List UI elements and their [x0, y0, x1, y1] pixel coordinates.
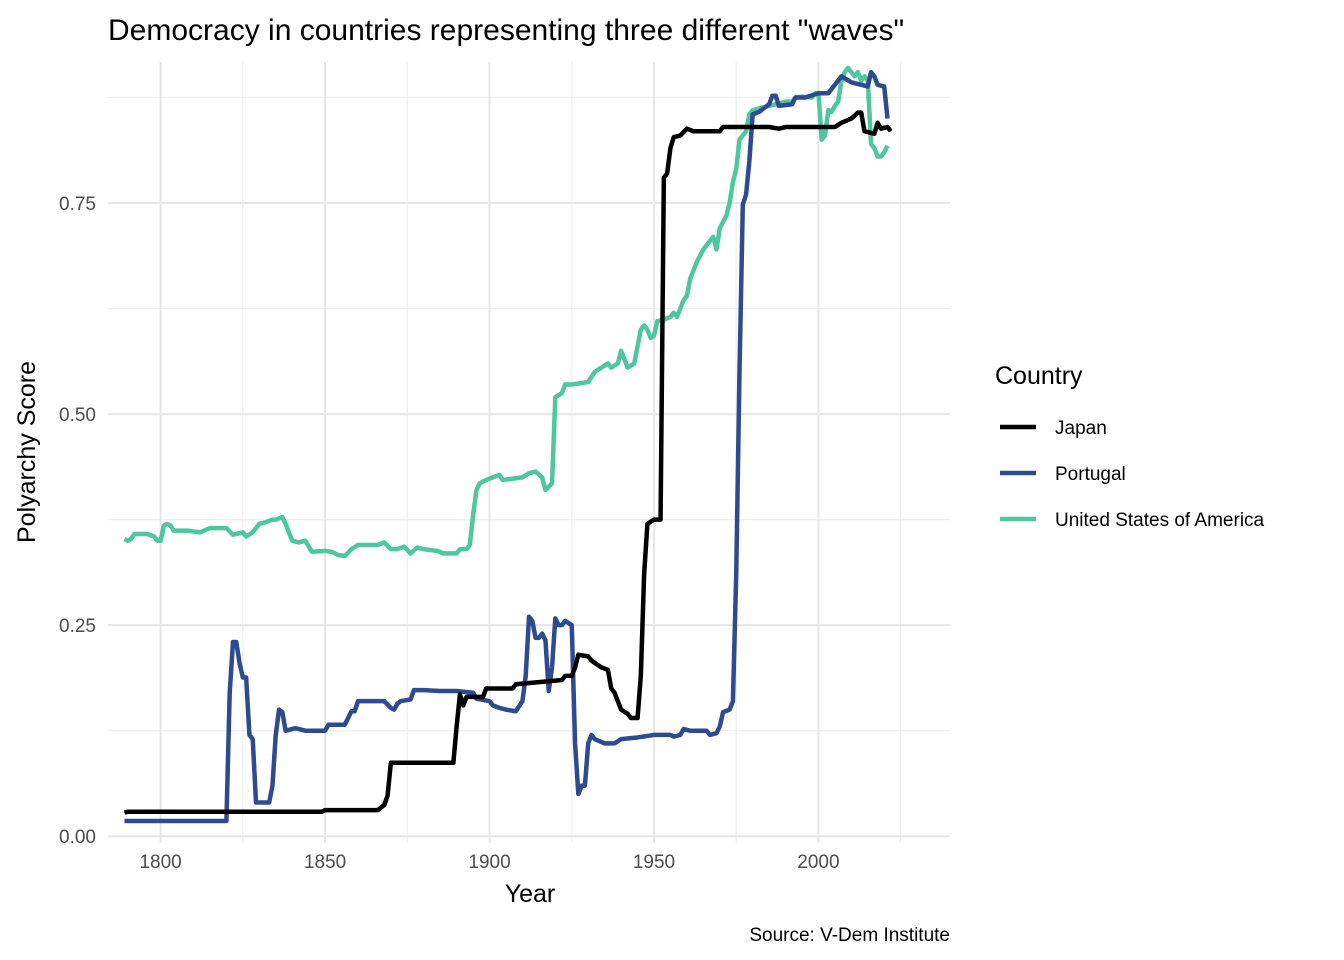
- y-tick-label: 0.50: [59, 405, 96, 426]
- y-axis-ticks: 0.00 0.25 0.50 0.75: [59, 194, 96, 848]
- series-line-portugal: [124, 69, 890, 824]
- y-axis-title: Polyarchy Score: [13, 361, 41, 543]
- series-lines: [123, 65, 893, 824]
- x-tick-label: 1850: [304, 852, 346, 873]
- x-axis-title: Year: [505, 880, 556, 908]
- legend-items: Japan Portugal United States of America: [1000, 418, 1265, 531]
- series-line-japan: [123, 110, 893, 815]
- x-axis-ticks: 1800 1850 1900 1950 2000: [139, 852, 839, 873]
- legend-title: Country: [995, 362, 1083, 390]
- chart-title: Democracy in countries representing thre…: [108, 14, 904, 47]
- y-tick-label: 0.25: [59, 616, 96, 637]
- legend-label: Portugal: [1055, 464, 1126, 485]
- y-tick-label: 0.75: [59, 194, 96, 215]
- caption: Source: V-Dem Institute: [749, 925, 950, 946]
- x-tick-label: 2000: [797, 852, 839, 873]
- gridlines: [108, 62, 950, 843]
- legend: Country Japan Portugal United States of Am…: [995, 362, 1265, 531]
- legend-label: Japan: [1055, 418, 1107, 439]
- y-tick-label: 0.00: [59, 827, 96, 848]
- x-tick-label: 1800: [139, 852, 181, 873]
- x-tick-label: 1950: [633, 852, 675, 873]
- legend-label: United States of America: [1055, 510, 1265, 531]
- series-line-united-states-of-america: [123, 65, 890, 559]
- x-tick-label: 1900: [468, 852, 510, 873]
